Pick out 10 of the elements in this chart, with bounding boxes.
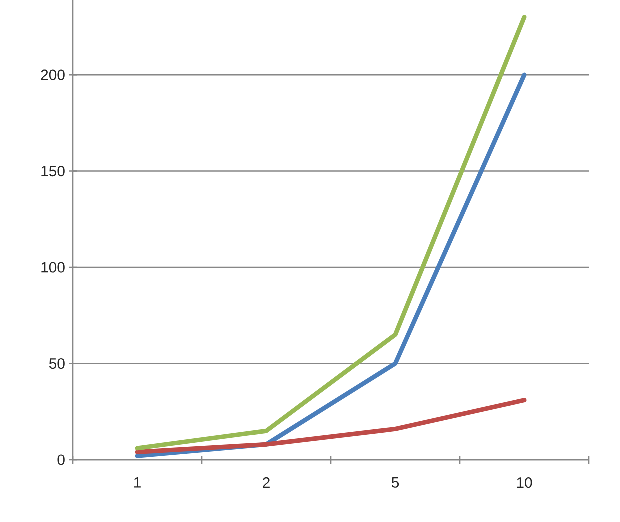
y-tick-label: 100 [42,262,65,273]
line-series [135,398,527,455]
y-tick-label: 0 [58,454,65,466]
x-tick-label: 2 [263,478,270,488]
y-tick-label: 50 [49,358,65,370]
x-tick-label: 10 [517,478,532,488]
x-tick-label: 1 [134,478,141,488]
x-tick-label: 5 [392,478,400,488]
y-tick-label: 200 [41,70,65,80]
y-tick-label: 150 [42,166,65,177]
